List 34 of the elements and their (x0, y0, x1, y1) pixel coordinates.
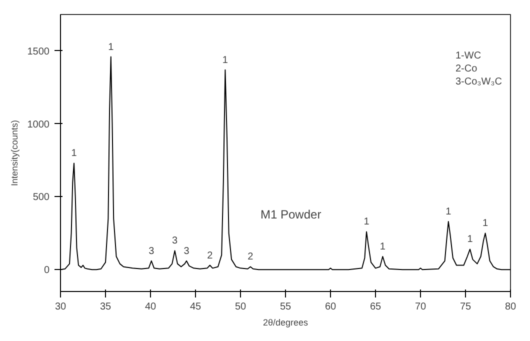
annotation: 1 (108, 42, 114, 53)
annotation: 1 (446, 206, 452, 218)
annotation: 3-Co₃W₃C (456, 76, 502, 88)
annotation: 2 (207, 250, 214, 262)
annotation: 1 (467, 234, 474, 246)
annotation: 3 (148, 246, 155, 257)
annotation: M1 Powder (260, 208, 322, 222)
annotation: 1 (380, 242, 386, 253)
x-tick-label: 60 (324, 302, 336, 312)
annotation: 2-Co (456, 64, 478, 74)
x-tick-label: 35 (100, 302, 112, 312)
annotation: 1 (482, 218, 489, 230)
x-tick-label: 65 (370, 302, 382, 312)
x-tick-label: 55 (280, 302, 292, 312)
annotation: 3 (184, 246, 190, 257)
y-tick-label: 1000 (27, 119, 50, 130)
y-tick-label: 0 (44, 265, 50, 276)
annotation: 1 (71, 148, 78, 160)
x-tick-label: 75 (460, 302, 472, 312)
x-tick-label: 70 (414, 302, 426, 312)
annotation: 1 (222, 54, 228, 66)
x-tick-label: 45 (190, 302, 202, 312)
x-axis-title: 2θ/degrees (262, 318, 309, 328)
y-tick-label: 500 (32, 192, 50, 204)
x-tick-label: 80 (504, 302, 516, 312)
annotation: 3 (172, 236, 178, 247)
annotation: 1 (364, 216, 370, 228)
y-tick-label: 1500 (27, 46, 50, 58)
annotation: 2 (248, 252, 254, 263)
x-tick-label: 50 (234, 302, 246, 312)
y-axis-title: Intensity(counts) (9, 120, 20, 186)
annotation: 1-WC (456, 50, 482, 62)
x-tick-label: 40 (144, 302, 156, 312)
x-tick-label: 30 (54, 302, 66, 312)
